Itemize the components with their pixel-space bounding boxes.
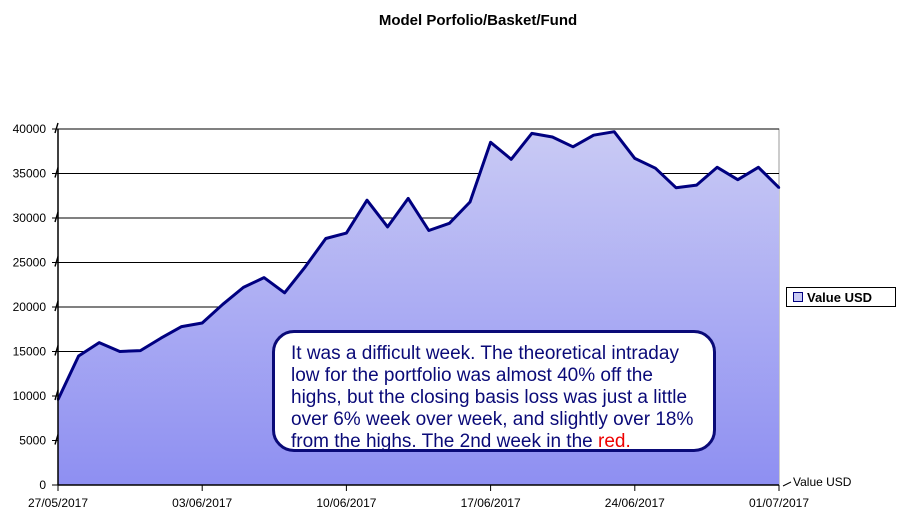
depth-axis-tick	[782, 481, 792, 487]
x-tick-labels: 27/05/2017 03/06/2017 10/06/2017 17/06/2017…	[28, 496, 809, 510]
data-point	[777, 186, 781, 189]
data-point	[118, 350, 122, 353]
data-point	[77, 354, 80, 358]
y-tick-label: 35000	[13, 167, 47, 181]
annotation-callout: It was a difficult week. The theoretical…	[272, 330, 716, 452]
y-tick-label: 15000	[13, 345, 47, 359]
y-tick-label: 40000	[13, 122, 47, 136]
data-point	[510, 158, 513, 161]
legend: Value USD	[786, 287, 896, 307]
data-point	[407, 197, 410, 200]
data-point	[592, 134, 595, 137]
y-tick-label: 25000	[13, 256, 47, 270]
data-point	[674, 186, 678, 189]
gridline-3d-edge	[54, 122, 59, 134]
y-tick-label: 5000	[19, 434, 46, 448]
data-point	[201, 321, 204, 325]
data-point	[180, 325, 183, 328]
chart-title: Model Porfolio/Basket/Fund	[378, 12, 578, 29]
y-tick-labels: 0 5000 10000 15000 20000 25000 30000 35000 40000	[13, 122, 47, 492]
axes: Value USD	[52, 128, 852, 491]
x-tick-label: 27/05/2017	[28, 496, 88, 510]
x-tick-label: 24/06/2017	[605, 496, 665, 510]
legend-label: Value USD	[807, 289, 873, 305]
data-point	[324, 237, 327, 240]
data-point	[221, 303, 224, 306]
y-tick-label: 20000	[13, 300, 47, 314]
data-point	[571, 145, 575, 148]
data-point	[159, 336, 163, 340]
x-tick-label: 10/06/2017	[316, 496, 376, 510]
data-point	[283, 291, 286, 294]
data-point	[468, 200, 472, 204]
data-point	[530, 132, 533, 135]
y-tick-label: 30000	[13, 211, 47, 225]
x-tick-label: 03/06/2017	[172, 496, 232, 510]
legend-swatch	[793, 292, 803, 302]
data-point	[139, 349, 142, 352]
callout-highlight: red.	[598, 431, 631, 452]
data-point	[695, 183, 698, 187]
data-point	[365, 199, 369, 202]
data-point	[716, 166, 719, 169]
data-point	[98, 341, 101, 344]
data-point	[448, 222, 451, 225]
data-point	[757, 166, 760, 169]
data-point	[427, 229, 430, 232]
data-point	[613, 130, 616, 133]
series-line	[56, 130, 781, 401]
data-point	[654, 167, 657, 170]
data-point	[551, 135, 554, 139]
data-point	[262, 276, 266, 279]
depth-axis-label: Value USD	[793, 475, 852, 489]
callout-text: It was a difficult week. The theoretical…	[291, 343, 694, 452]
data-point	[633, 157, 636, 160]
x-tick-label: 17/06/2017	[461, 496, 521, 510]
x-tick-label: 01/07/2017	[749, 496, 809, 510]
data-point	[489, 141, 492, 144]
data-point	[386, 225, 389, 229]
data-point	[345, 231, 348, 235]
y-tick-label: 0	[39, 478, 46, 492]
data-point	[242, 286, 245, 289]
y-tick-label: 10000	[13, 389, 47, 403]
data-point	[304, 265, 307, 269]
data-point	[736, 178, 739, 181]
